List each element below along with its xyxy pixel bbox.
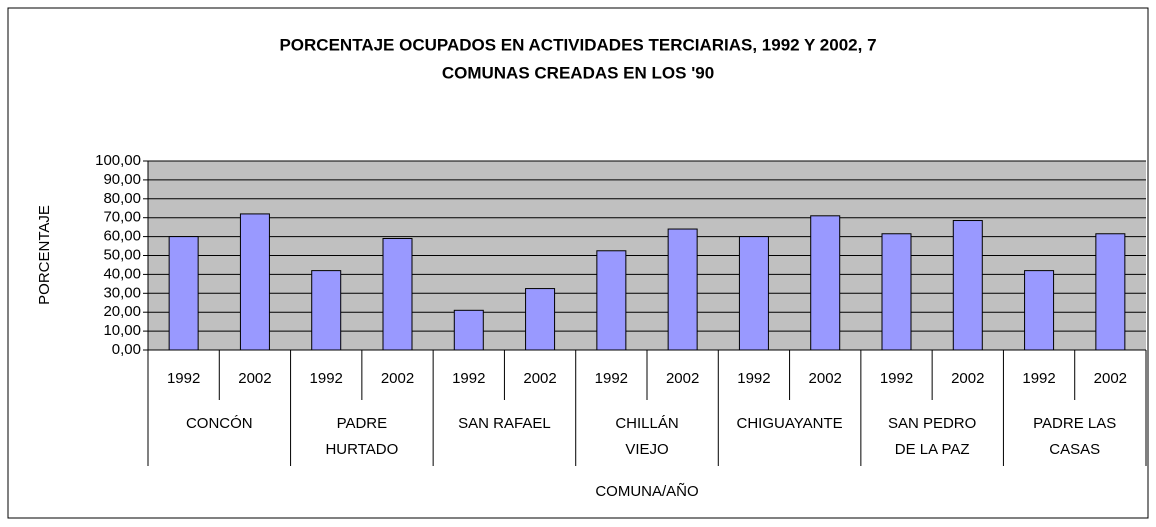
bar bbox=[738, 236, 769, 351]
bar bbox=[596, 250, 627, 351]
bar bbox=[952, 220, 983, 351]
bar bbox=[311, 270, 342, 351]
bar bbox=[382, 237, 413, 351]
bar bbox=[1095, 233, 1126, 351]
y-tick-label: 70,00 bbox=[103, 209, 141, 226]
x-tick-label: 2002 bbox=[1094, 370, 1127, 387]
y-tick-label: 0,00 bbox=[112, 341, 141, 358]
y-tick-label: 20,00 bbox=[103, 303, 141, 320]
x-tick-label: 1992 bbox=[595, 370, 628, 387]
group-label: VIEJO bbox=[625, 441, 668, 458]
bar bbox=[881, 233, 912, 351]
y-tick-label: 10,00 bbox=[103, 322, 141, 339]
group-label: HURTADO bbox=[325, 441, 398, 458]
group-label: SAN RAFAEL bbox=[458, 415, 551, 432]
group-label: SAN PEDRO bbox=[888, 415, 976, 432]
x-tick-label: 2002 bbox=[951, 370, 984, 387]
x-tick-label: 2002 bbox=[523, 370, 556, 387]
chart-title: COMUNAS CREADAS EN LOS '90 bbox=[442, 63, 714, 82]
x-tick-label: 1992 bbox=[737, 370, 770, 387]
group-label: CONCÓN bbox=[186, 415, 253, 432]
bar bbox=[453, 309, 484, 351]
y-tick-label: 50,00 bbox=[103, 246, 141, 263]
group-label: CHIGUAYANTE bbox=[737, 415, 843, 432]
y-axis-label: PORCENTAJE bbox=[36, 205, 53, 305]
bar bbox=[168, 236, 199, 351]
group-label: PADRE bbox=[337, 415, 388, 432]
group-label: DE LA PAZ bbox=[895, 441, 970, 458]
x-tick-label: 1992 bbox=[1022, 370, 1055, 387]
y-tick-label: 80,00 bbox=[103, 190, 141, 207]
bar bbox=[1024, 270, 1055, 351]
bar bbox=[810, 215, 841, 351]
x-axis-label: COMUNA/AÑO bbox=[595, 483, 698, 500]
bar bbox=[525, 288, 556, 351]
x-tick-label: 1992 bbox=[310, 370, 343, 387]
y-tick-label: 90,00 bbox=[103, 171, 141, 188]
y-tick-label: 100,00 bbox=[95, 152, 141, 169]
y-tick-label: 60,00 bbox=[103, 228, 141, 245]
x-tick-label: 1992 bbox=[167, 370, 200, 387]
bar bbox=[667, 228, 698, 351]
x-tick-label: 2002 bbox=[666, 370, 699, 387]
y-tick-label: 30,00 bbox=[103, 284, 141, 301]
group-label: PADRE LAS bbox=[1033, 415, 1116, 432]
chart-title: PORCENTAJE OCUPADOS EN ACTIVIDADES TERCI… bbox=[279, 35, 876, 54]
group-label: CASAS bbox=[1049, 441, 1100, 458]
group-label: CHILLÁN bbox=[615, 415, 678, 432]
x-tick-label: 2002 bbox=[809, 370, 842, 387]
x-tick-label: 2002 bbox=[238, 370, 271, 387]
x-tick-label: 1992 bbox=[452, 370, 485, 387]
bar bbox=[239, 213, 270, 351]
x-tick-label: 2002 bbox=[381, 370, 414, 387]
x-tick-label: 1992 bbox=[880, 370, 913, 387]
y-tick-label: 40,00 bbox=[103, 265, 141, 282]
